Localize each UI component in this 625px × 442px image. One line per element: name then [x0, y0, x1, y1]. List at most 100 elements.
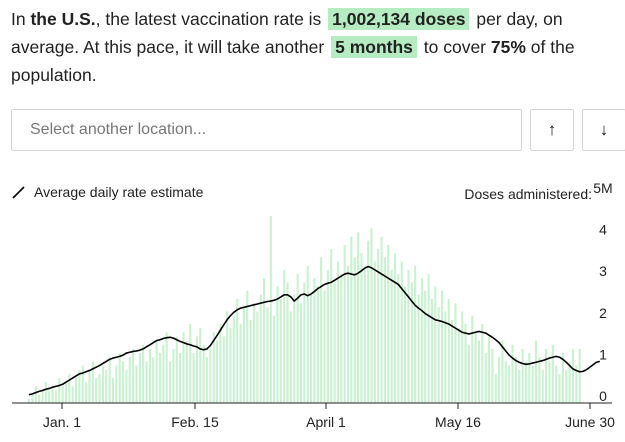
- chart-bar: [259, 294, 262, 403]
- chart-bar: [390, 269, 393, 403]
- y-tick-label: 2: [599, 305, 607, 321]
- chart-bar: [199, 328, 202, 403]
- y-tick-label: 0: [599, 388, 607, 404]
- chart-bar: [474, 332, 477, 403]
- chart-bar: [511, 344, 514, 403]
- chart-bar: [437, 307, 440, 403]
- chart-bar: [477, 340, 480, 403]
- chart-bar: [135, 365, 138, 403]
- chart-bar: [508, 365, 511, 403]
- chart-bar: [534, 340, 538, 403]
- chart-bar: [531, 365, 534, 403]
- chart-bar: [252, 303, 256, 403]
- chart-bar: [447, 299, 450, 403]
- chart-bar: [350, 236, 353, 403]
- chart-bar: [169, 361, 172, 403]
- chart-bar: [41, 390, 44, 403]
- chart-bar: [383, 257, 386, 403]
- chart-bar: [226, 311, 229, 403]
- chart-bar: [555, 365, 558, 403]
- chart-bar: [303, 282, 306, 403]
- chart-bar: [236, 299, 239, 403]
- chart-bar: [229, 328, 232, 403]
- chart-bar: [404, 286, 407, 403]
- chart-bar: [58, 378, 61, 403]
- y-tick-label: 3: [599, 263, 607, 279]
- chart-bar: [48, 390, 51, 403]
- chart-bar: [336, 261, 339, 403]
- chart-bar: [162, 344, 165, 403]
- chart-bar: [575, 365, 578, 403]
- chart-bar: [326, 269, 329, 403]
- chart-bar: [101, 365, 104, 403]
- chart-bar: [155, 340, 158, 403]
- chart-bar: [239, 323, 242, 403]
- chart-bar: [524, 361, 527, 403]
- summary-text: of the population.: [11, 37, 575, 85]
- chart-bar: [541, 369, 544, 403]
- chart-bar: [571, 348, 575, 403]
- chart-bar: [71, 386, 74, 403]
- chart-bar: [91, 361, 94, 403]
- chart-bar: [81, 365, 84, 403]
- chart-bar: [88, 369, 91, 403]
- sort-down-button[interactable]: ↓: [582, 109, 625, 151]
- x-tick-label: May 16: [435, 414, 481, 430]
- chart-bar: [299, 303, 303, 403]
- vaccination-summary: In the U.S., the latest vaccination rate…: [11, 5, 621, 89]
- chart-bar: [373, 261, 376, 403]
- chart-bar: [202, 344, 205, 403]
- chart-bar: [353, 257, 356, 403]
- chart-bar: [464, 323, 467, 403]
- chart-bar: [565, 369, 568, 403]
- chart-bar: [545, 348, 548, 403]
- chart-bar: [367, 240, 370, 403]
- average-rate-line: [28, 265, 600, 396]
- location-name: the U.S.: [30, 9, 96, 29]
- chart-bar: [430, 299, 433, 403]
- chart-bar: [427, 274, 430, 403]
- chart-bar: [51, 386, 54, 403]
- chart-bar: [172, 348, 175, 403]
- chart-bar: [296, 274, 299, 403]
- summary-text: to cover: [418, 37, 491, 57]
- chart-bar: [451, 319, 454, 403]
- chart-bar: [145, 361, 148, 403]
- chart-bar: [189, 323, 192, 403]
- x-tick-label: April 1: [306, 414, 346, 430]
- chart-bar: [568, 361, 571, 403]
- y-tick-label: 1: [599, 346, 607, 362]
- chart-bar: [95, 378, 98, 403]
- chart-bar: [283, 269, 286, 403]
- chart-bar: [205, 357, 209, 403]
- chart-bar: [148, 348, 151, 403]
- chart-bar: [538, 357, 541, 403]
- chart-bar: [138, 353, 141, 403]
- location-search-input[interactable]: [28, 109, 521, 151]
- chart-bar: [61, 386, 64, 403]
- chart-bar: [158, 353, 162, 403]
- chart-bar: [410, 282, 413, 403]
- chart-bar: [185, 340, 188, 403]
- chart-bar: [242, 307, 245, 403]
- sort-up-button[interactable]: ↑: [530, 109, 574, 151]
- y-tick-label: 4: [599, 222, 607, 238]
- chart-bar: [192, 353, 195, 403]
- chart-bar: [195, 336, 198, 403]
- chart-bar: [306, 265, 309, 403]
- chart-bar: [115, 365, 118, 403]
- chart-bar: [393, 253, 397, 403]
- arrow-up-icon: ↑: [547, 120, 557, 139]
- chart-bar: [420, 278, 423, 403]
- x-tick-label: Jan. 1: [43, 414, 81, 430]
- line-legend-icon: [12, 185, 25, 199]
- chart-bar: [128, 357, 131, 403]
- chart-bar: [256, 311, 259, 403]
- chart-bar: [38, 394, 41, 403]
- chart-bar: [528, 353, 531, 403]
- chart-bar: [518, 369, 521, 403]
- location-search-field[interactable]: [11, 109, 522, 151]
- chart-bar: [222, 336, 225, 403]
- chart-bar: [397, 274, 400, 403]
- chart-bar: [165, 332, 168, 403]
